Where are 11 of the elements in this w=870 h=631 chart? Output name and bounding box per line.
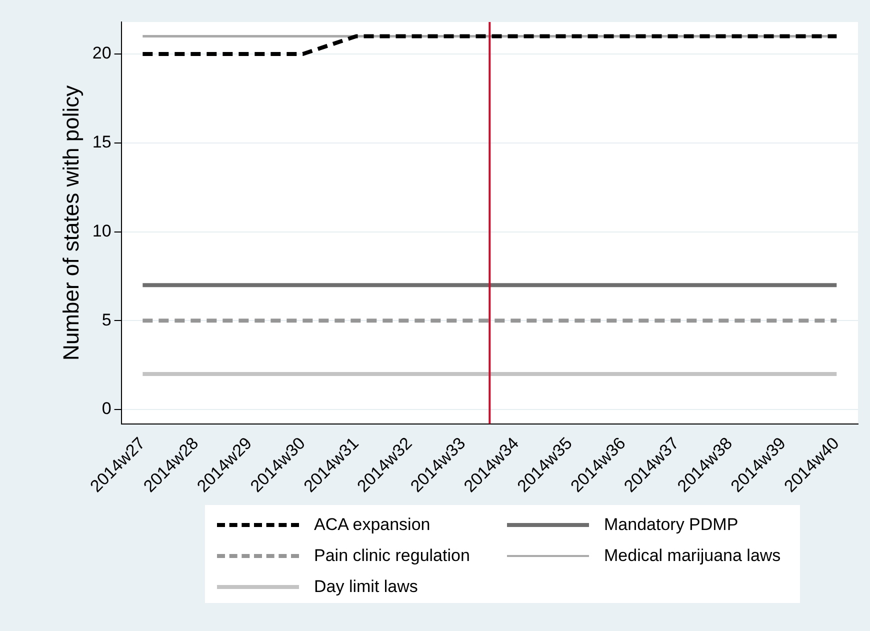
y-axis-title: Number of states with policy [58,85,84,360]
y-tick-label: 15 [92,132,112,152]
legend-label: Pain clinic regulation [314,546,470,566]
y-tick-label: 0 [102,399,112,418]
y-tick-label: 10 [92,221,112,240]
y-tick-label: 20 [92,44,112,63]
legend-label: Day limit laws [314,576,418,596]
legend-label: ACA expansion [314,514,430,534]
y-tick-label: 5 [102,310,112,330]
legend-label: Medical marijuana laws [604,546,781,566]
legend-label: Mandatory PDMP [604,514,738,534]
